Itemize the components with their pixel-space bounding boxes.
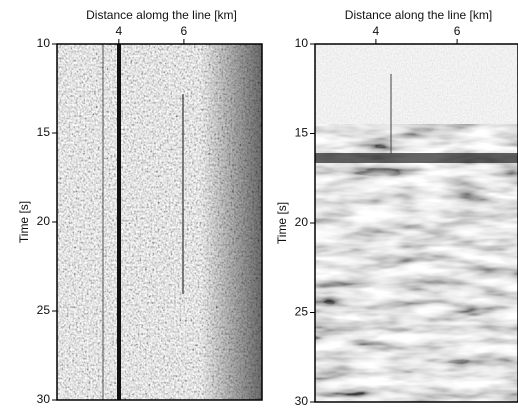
x-tick-label: 6 (454, 24, 461, 38)
y-tick-label: 30 (37, 392, 51, 406)
reflection-zone (315, 124, 518, 402)
y-tick-label: 25 (295, 305, 309, 319)
faint-trace (182, 94, 184, 294)
strong-reflector (315, 153, 518, 163)
y-tick-label: 30 (295, 394, 309, 408)
x-tick-label: 4 (373, 24, 380, 38)
x-tick-label: 4 (115, 24, 122, 38)
y-tick-label: 15 (37, 125, 51, 139)
y-tick-label: 15 (295, 126, 309, 140)
x-tick-label: 6 (181, 24, 188, 38)
y-axis-title: Time [s] (275, 202, 289, 244)
y-axis-title: Time [s] (17, 201, 31, 243)
y-tick-label: 10 (37, 36, 51, 50)
y-tick-label: 25 (37, 303, 51, 317)
y-tick-label: 20 (37, 214, 51, 228)
y-tick-label: 10 (295, 36, 309, 50)
seismic-shade (57, 44, 262, 400)
dark-trace (117, 44, 121, 400)
x-axis-title: Distance alomg the line [km] (86, 8, 237, 22)
quiet-zone (315, 44, 518, 124)
x-axis-title: Distance along the line [km] (345, 8, 492, 22)
y-tick-label: 20 (295, 215, 309, 229)
faint-trace (102, 44, 104, 400)
trace-marks (390, 74, 392, 154)
